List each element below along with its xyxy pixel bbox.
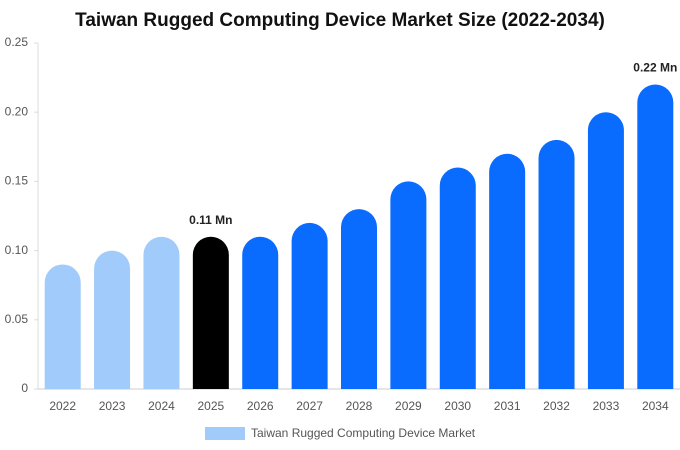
x-tick-label: 2024 [148,399,175,413]
x-tick-label: 2027 [296,399,323,413]
bar [538,139,575,389]
bar [291,222,328,389]
chart-title: Taiwan Rugged Computing Device Market Si… [75,10,605,31]
bar [192,236,229,389]
bar [390,181,427,389]
x-tick-label: 2025 [197,399,224,413]
x-tick-label: 2032 [543,399,570,413]
y-tick-label: 0.15 [5,174,29,188]
x-tick-label: 2031 [494,399,521,413]
legend-swatch [205,427,245,440]
y-tick-label: 0 [21,381,28,395]
bar [44,264,81,389]
y-tick-label: 0.05 [5,312,29,326]
x-tick-label: 2023 [99,399,126,413]
x-tick-label: 2030 [444,399,471,413]
bar [341,209,377,389]
y-tick-label: 0.20 [5,104,29,118]
bar [143,236,180,389]
x-tick-label: 2026 [247,399,274,413]
x-tick-label: 2034 [642,399,669,413]
bar [489,153,526,389]
y-tick-label: 0.25 [5,35,29,49]
bar [637,84,674,390]
x-tick-label: 2028 [346,399,373,413]
x-tick-label: 2033 [593,399,620,413]
x-tick-label: 2022 [49,399,76,413]
legend-label: Taiwan Rugged Computing Device Market [251,426,476,440]
x-tick-label: 2029 [395,399,422,413]
bar [439,167,476,389]
bar [587,112,624,389]
y-tick-label: 0.10 [5,243,29,257]
value-label: 0.22 Mn [633,61,677,75]
bar [94,250,131,389]
value-label: 0.11 Mn [189,213,232,227]
bar [242,236,279,389]
